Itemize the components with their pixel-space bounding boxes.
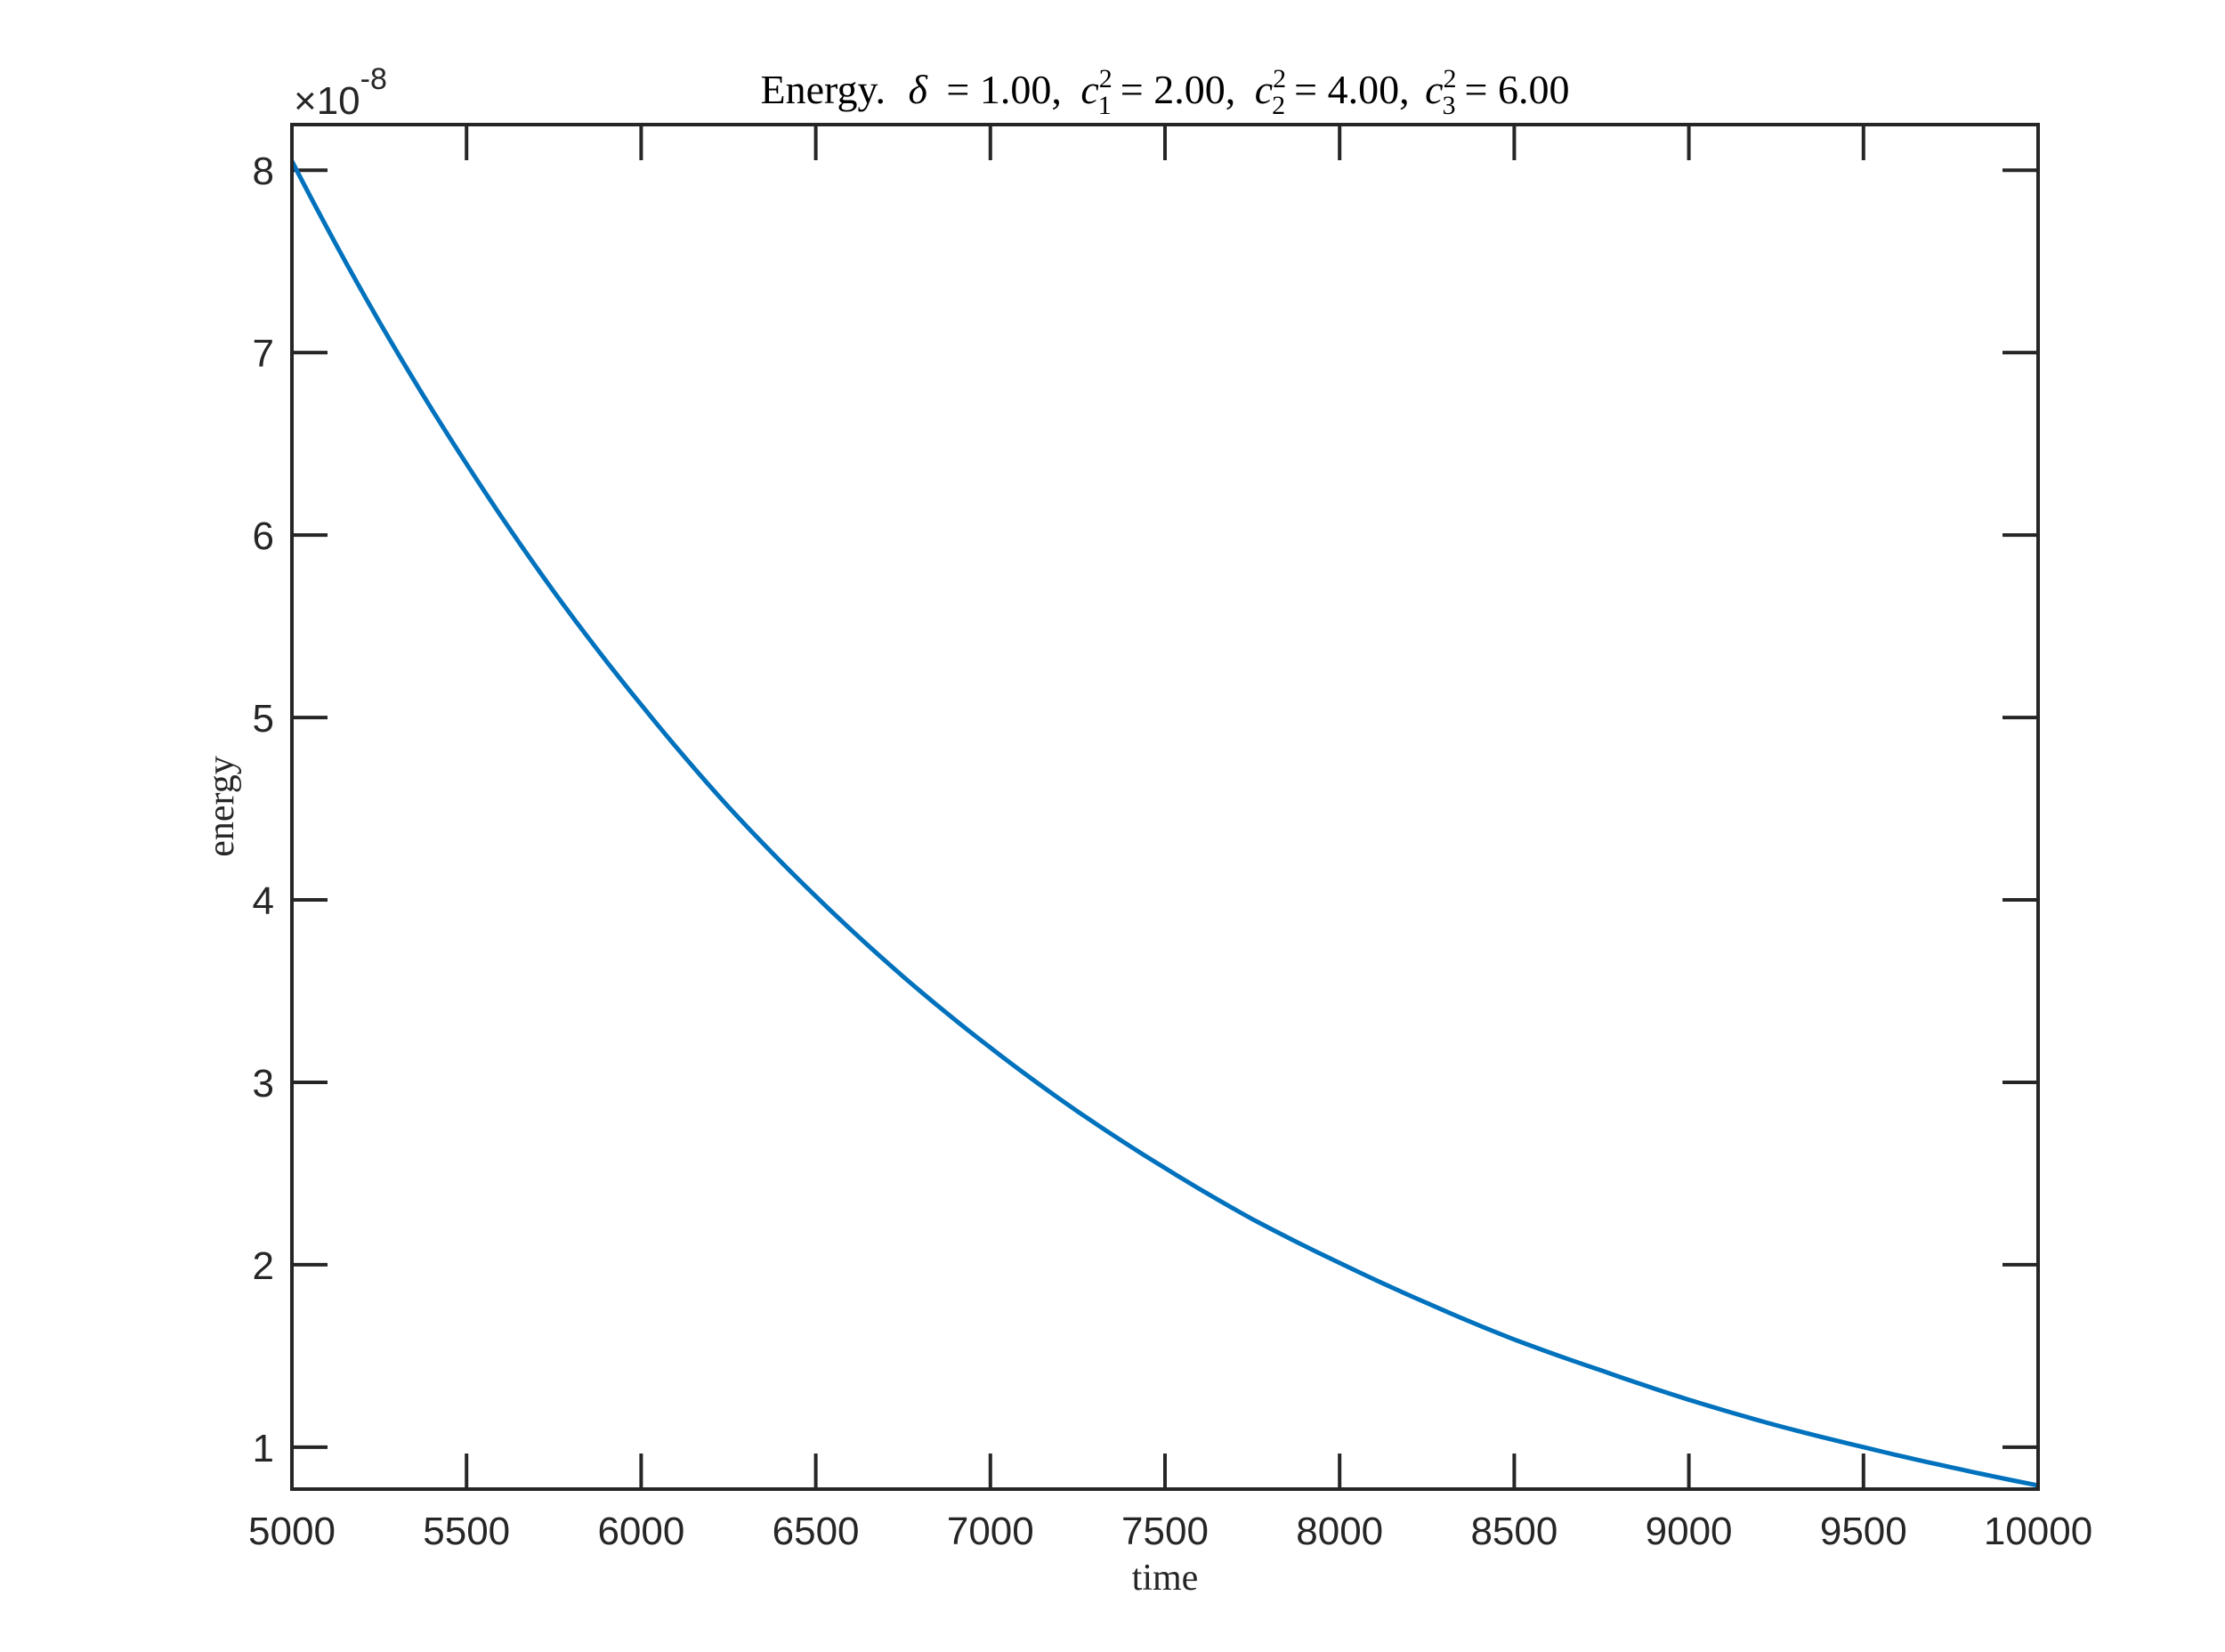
chart-title: Energy. δ = 1.00, c2 1 = 2.00, c2 2 = 4.00, …: [761, 64, 1570, 120]
y-exponent-power: -8: [360, 62, 387, 96]
title-c2-sub: 2: [1272, 91, 1285, 120]
x-tick-label: 6500: [773, 1510, 860, 1553]
x-tick-label: 7500: [1121, 1510, 1209, 1553]
y-tick-label: 5: [253, 697, 274, 741]
title-c3-value: = 6.00: [1465, 67, 1570, 112]
x-tick-label: 7000: [947, 1510, 1034, 1553]
y-tick-label: 6: [253, 514, 274, 558]
y-tick-label: 3: [253, 1062, 274, 1105]
title-prefix: Energy.: [761, 67, 886, 112]
y-tick-label: 8: [253, 150, 274, 193]
title-c3-symbol: c: [1425, 67, 1443, 112]
x-axis-label: time: [1132, 1558, 1199, 1599]
title-c1-value: = 2.00,: [1121, 67, 1235, 112]
title-delta-symbol: δ: [909, 67, 928, 112]
y-exponent-prefix: ×10: [294, 79, 360, 123]
title-c2-symbol: c: [1255, 67, 1273, 112]
title-c1-sup: 2: [1099, 64, 1112, 93]
y-tick-label: 4: [253, 879, 274, 923]
y-axis-label: energy: [201, 756, 242, 857]
data-series: [289, 159, 2039, 1488]
title-c3-sub: 3: [1443, 91, 1456, 120]
title-c3-sup: 2: [1444, 64, 1457, 93]
axes-box: [290, 123, 2040, 1491]
title-c1-sub: 1: [1098, 91, 1112, 120]
title-delta-value: = 1.00,: [946, 67, 1061, 112]
x-tick-label: 6000: [597, 1510, 684, 1553]
y-tick-label: 7: [253, 332, 274, 376]
y-exponent-label: ×10-8: [294, 62, 387, 123]
x-tick-label: 10000: [1984, 1510, 2092, 1553]
title-c2-sup: 2: [1273, 64, 1286, 93]
y-tick-label: 1: [253, 1427, 274, 1470]
x-tick-label: 8000: [1296, 1510, 1383, 1553]
title-c2-value: = 4.00,: [1294, 67, 1409, 112]
x-tick-label: 8500: [1470, 1510, 1558, 1553]
plot-area: [292, 125, 2038, 1489]
x-tick-label: 9500: [1820, 1510, 1907, 1553]
x-tick-label: 5000: [248, 1510, 336, 1553]
x-tick-label: 5500: [423, 1510, 510, 1553]
y-tick-label: 2: [253, 1244, 274, 1288]
tick-labels: 5000 5500 6000 6500 7000 7500 8000 8500 9000 9500…: [248, 150, 2092, 1553]
title-c1-symbol: c: [1080, 67, 1098, 112]
x-tick-label: 9000: [1646, 1510, 1733, 1553]
energy-series-line: [289, 159, 2039, 1488]
